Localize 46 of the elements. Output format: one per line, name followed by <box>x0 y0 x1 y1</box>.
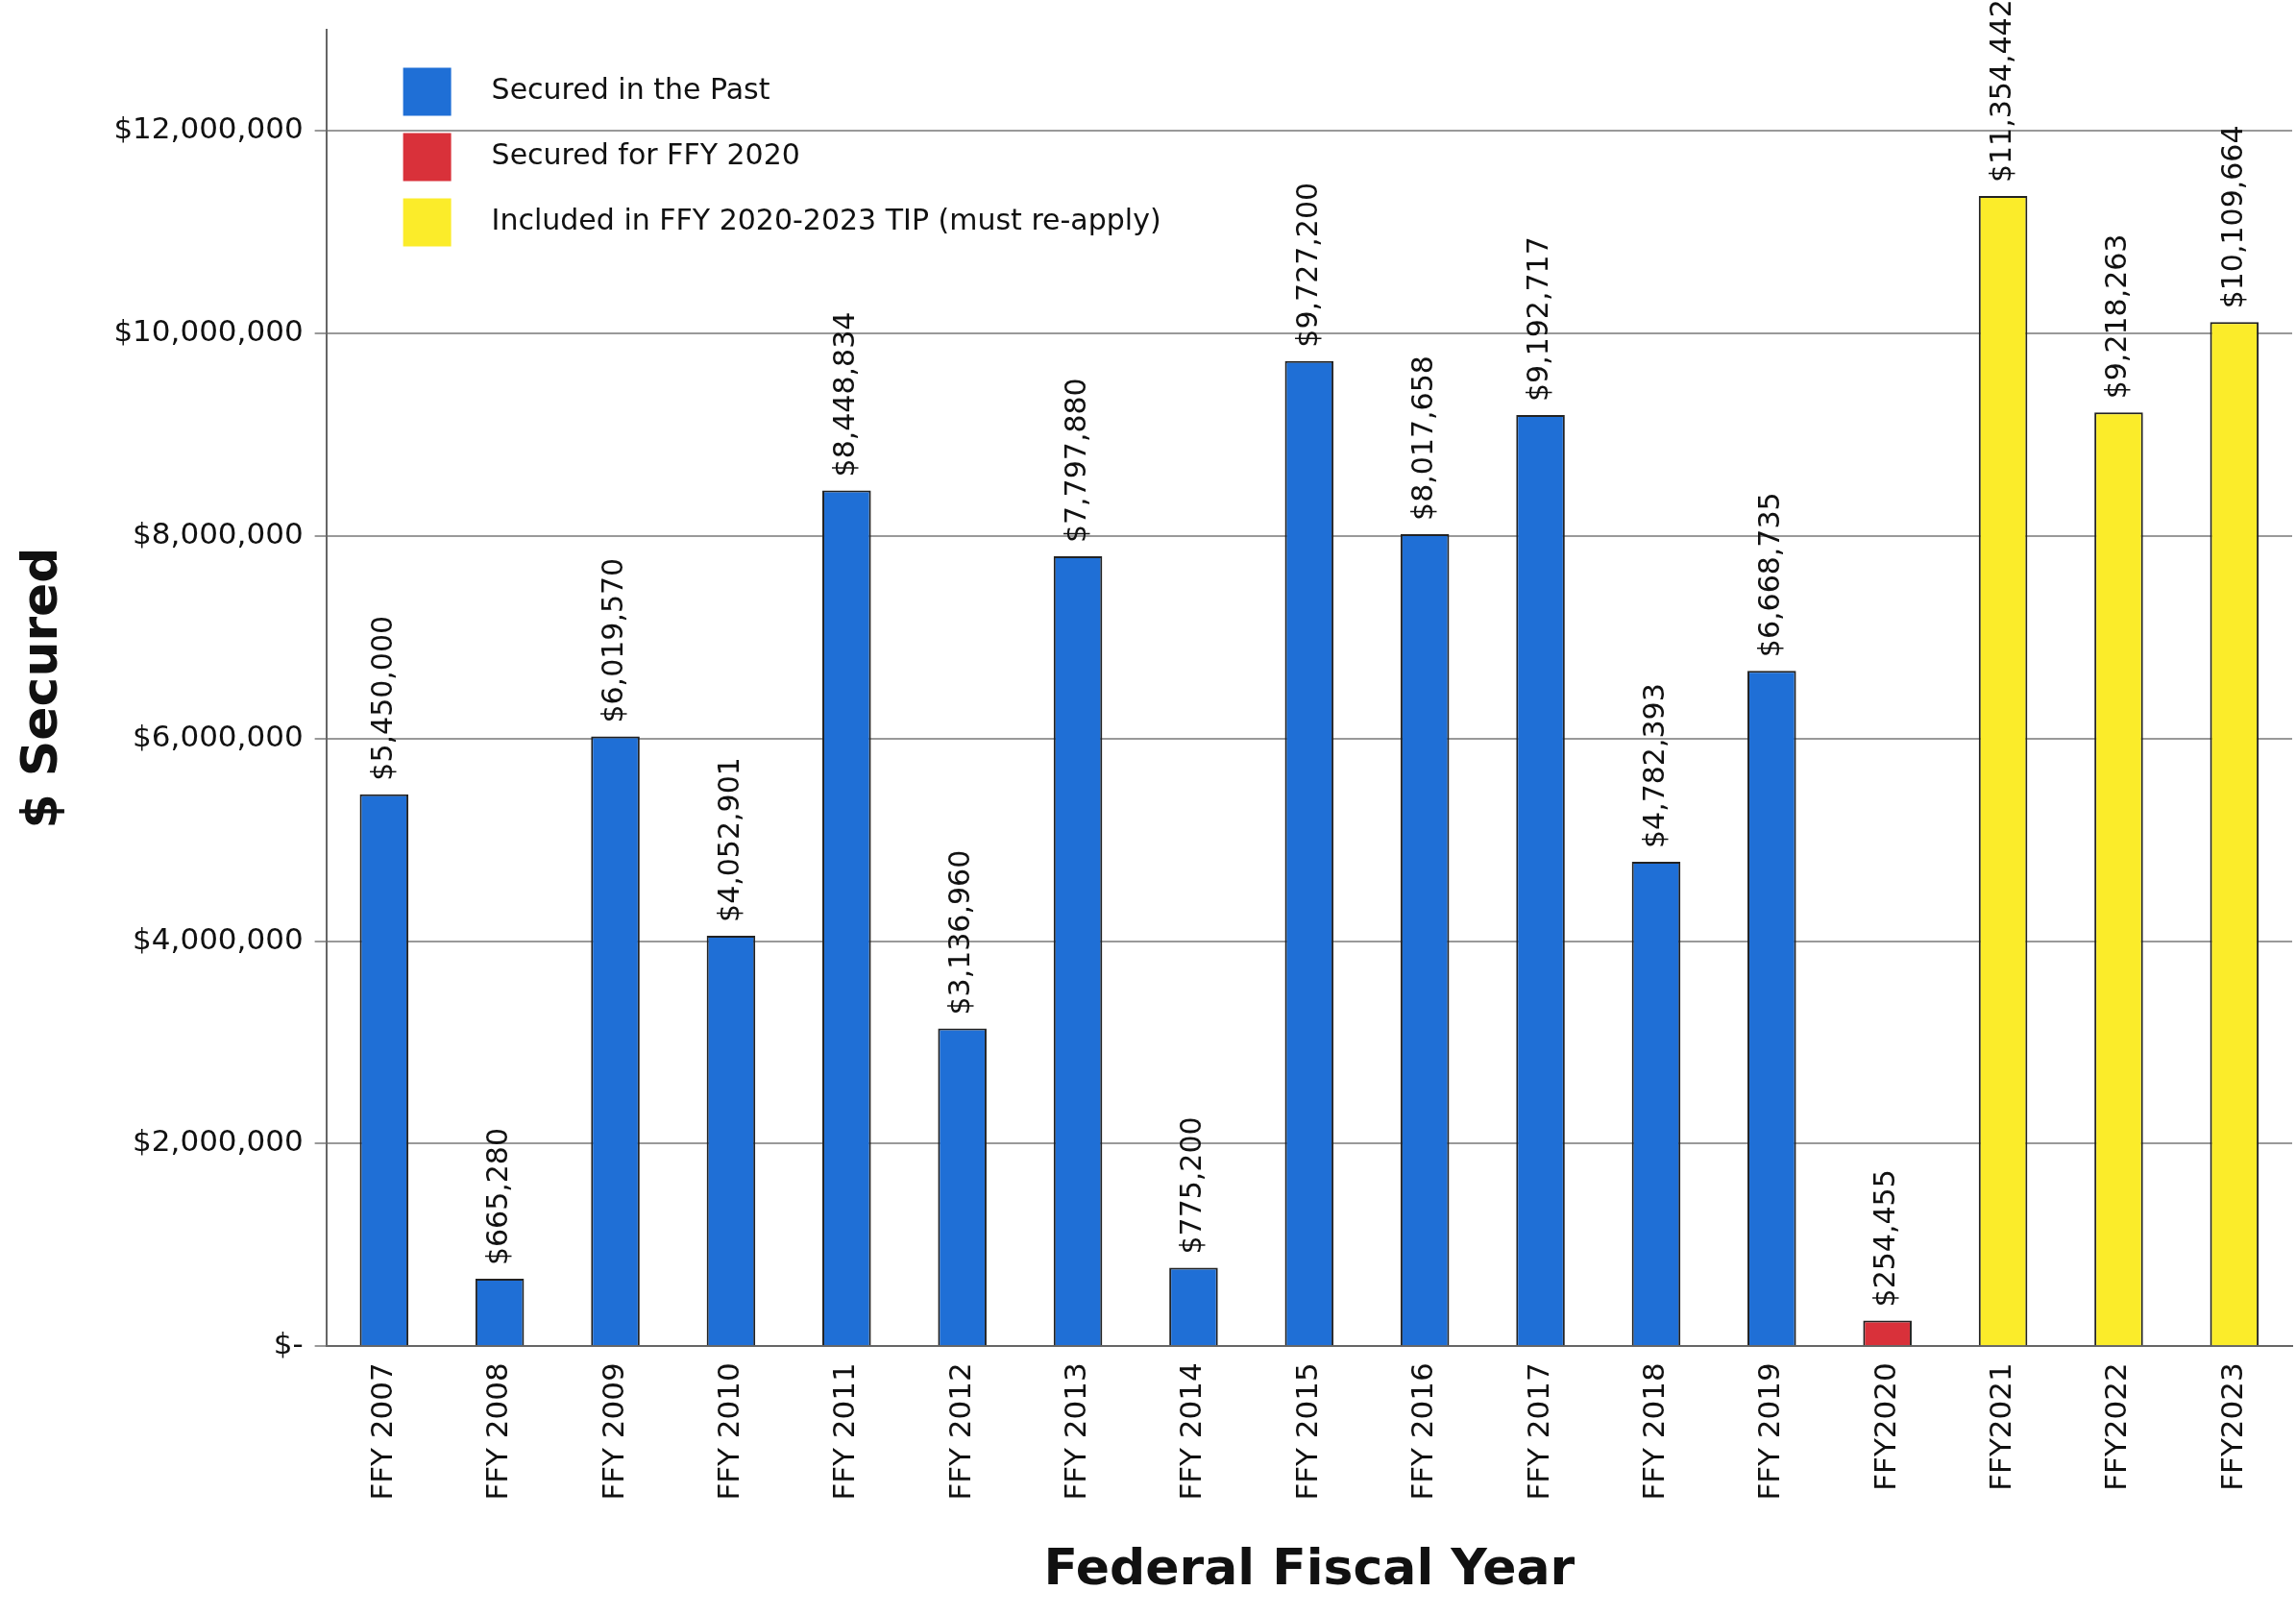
y-tick-label: $4,000,000 <box>133 920 304 956</box>
data-label: $6,019,570 <box>596 557 630 723</box>
data-label: $254,455 <box>1868 1169 1902 1308</box>
data-label: $665,280 <box>479 1127 514 1266</box>
y-tick-label: $2,000,000 <box>133 1123 304 1159</box>
x-tick-label: FFY2021 <box>1983 1362 2018 1491</box>
x-tick-label: FFY 2017 <box>1520 1362 1555 1501</box>
data-label: $9,218,263 <box>2099 233 2134 400</box>
data-label: $775,200 <box>1174 1116 1209 1255</box>
y-tick-label: $12,000,000 <box>113 110 304 146</box>
x-tick-label: FFY 2013 <box>1058 1362 1093 1501</box>
x-tick-label: FFY 2016 <box>1404 1362 1440 1501</box>
x-tick-label: FFY2022 <box>2098 1362 2134 1491</box>
x-tick-label: FFY2023 <box>2213 1362 2249 1491</box>
x-tick-label: FFY 2011 <box>826 1362 862 1501</box>
data-label: $6,668,735 <box>1752 492 1787 658</box>
data-label: $7,797,880 <box>1058 378 1092 544</box>
y-tick-label: $10,000,000 <box>113 312 304 348</box>
data-label: $3,136,960 <box>942 849 977 1015</box>
y-tick-label: $- <box>273 1326 304 1361</box>
legend-label: Secured in the Past <box>491 72 770 107</box>
x-tick-label: FFY 2015 <box>1288 1362 1324 1501</box>
x-tick-label: FFY 2019 <box>1751 1362 1787 1501</box>
legend-label: Secured for FFY 2020 <box>491 137 800 172</box>
data-label: $4,782,393 <box>1636 683 1671 849</box>
x-tick-label: FFY2020 <box>1867 1362 1902 1491</box>
y-tick-label: $8,000,000 <box>133 515 304 551</box>
x-tick-label: FFY 2008 <box>479 1362 515 1501</box>
data-label: $8,448,834 <box>827 311 862 477</box>
x-tick-label: FFY 2018 <box>1635 1362 1671 1501</box>
data-label: $10,109,664 <box>2214 125 2249 309</box>
legend-label: Included in FFY 2020-2023 TIP (must re-apply) <box>491 203 1161 237</box>
data-label: $9,727,200 <box>1289 182 1324 348</box>
data-label: $5,450,000 <box>364 615 399 781</box>
x-tick-label: FFY 2007 <box>363 1362 399 1501</box>
data-label: $4,052,901 <box>711 757 745 922</box>
y-tick-label: $6,000,000 <box>133 718 304 753</box>
x-tick-label: FFY 2014 <box>1173 1362 1209 1501</box>
y-axis-title: $ Secured <box>10 547 68 829</box>
x-tick-label: FFY 2012 <box>941 1362 977 1501</box>
data-label: $11,354,442 <box>1983 0 2017 184</box>
data-label: $9,192,717 <box>1521 236 1555 403</box>
x-tick-label: FFY 2009 <box>595 1362 630 1501</box>
data-label: $8,017,658 <box>1404 355 1439 521</box>
x-axis-title: Federal Fiscal Year <box>1043 1538 1575 1597</box>
x-tick-label: FFY 2010 <box>710 1362 745 1501</box>
